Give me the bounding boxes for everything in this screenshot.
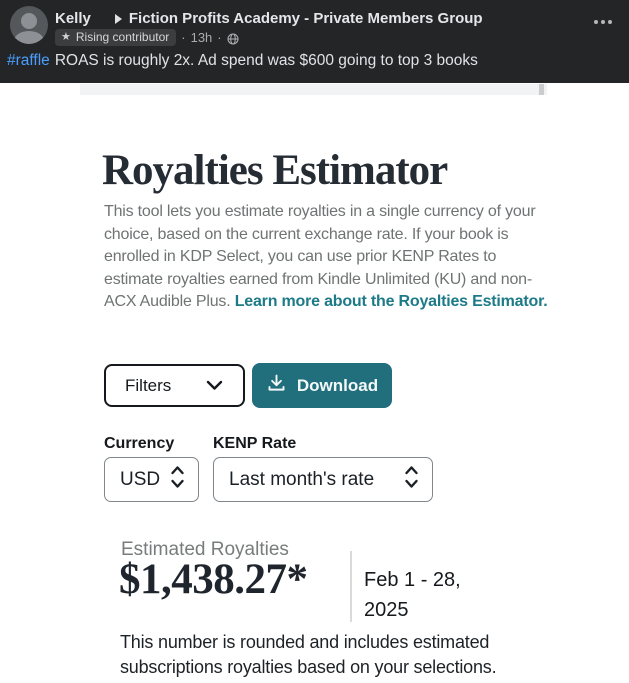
currency-select[interactable]: USD (104, 457, 199, 502)
badge-label: Rising contributor (75, 30, 170, 44)
learn-more-link[interactable]: Learn more about the Royalties Estimator… (234, 293, 548, 310)
meta-separator: · (181, 30, 186, 45)
post-message: #raffle ROAS is roughly 2x. Ad spend was … (7, 52, 617, 70)
filters-button[interactable]: Filters (104, 364, 245, 407)
avatar[interactable] (10, 6, 48, 44)
screenshot-top-strip (80, 84, 547, 95)
download-icon (266, 373, 287, 399)
globe-icon (227, 32, 239, 45)
kenp-rate-value: Last month's rate (229, 468, 375, 490)
estimate-footnote: This number is rounded and includes esti… (120, 632, 497, 677)
download-label: Download (296, 375, 379, 395)
download-button[interactable]: Download (252, 363, 392, 408)
contributor-badge: ★ Rising contributor (55, 29, 177, 46)
select-up-down-icon (170, 465, 185, 495)
estimated-royalties-amount: $1,438.27* (119, 556, 308, 603)
post-message-text: ROAS is roughly 2x. Ad spend was $600 go… (54, 52, 478, 69)
scrollbar-thumb[interactable] (539, 84, 544, 95)
more-options-icon[interactable] (594, 16, 616, 28)
kenp-rate-select[interactable]: Last month's rate (213, 457, 433, 502)
currency-label: Currency (104, 435, 175, 452)
meta-separator: · (217, 30, 222, 45)
post-byline: Kelly Fiction Profits Academy - Private … (55, 9, 483, 28)
person-icon (14, 31, 44, 44)
group-name[interactable]: Fiction Profits Academy - Private Member… (128, 10, 483, 27)
hashtag-link[interactable]: #raffle (7, 52, 50, 69)
post-meta: ★ Rising contributor · 13h · (55, 29, 239, 46)
chevron-down-icon (206, 376, 223, 396)
estimate-date-range: Feb 1 - 28, 2025 (364, 569, 461, 621)
currency-value: USD (120, 468, 161, 490)
estimated-royalties-label: Estimated Royalties (121, 539, 289, 560)
shared-to-arrow-icon (114, 13, 122, 24)
post-header: Kelly Fiction Profits Academy - Private … (0, 0, 629, 83)
star-icon: ★ (61, 30, 71, 43)
select-up-down-icon (404, 465, 419, 495)
author-name[interactable]: Kelly (55, 10, 91, 27)
estimator-description: This tool lets you estimate royalties in… (104, 201, 551, 314)
kenp-rate-label: KENP Rate (213, 435, 297, 452)
divider (350, 551, 352, 622)
description-text: This tool lets you estimate royalties in… (104, 203, 536, 310)
filters-label: Filters (125, 375, 172, 395)
person-icon (21, 13, 37, 29)
post-timestamp[interactable]: 13h (190, 30, 213, 45)
page-title: Royalties Estimator (102, 147, 448, 194)
